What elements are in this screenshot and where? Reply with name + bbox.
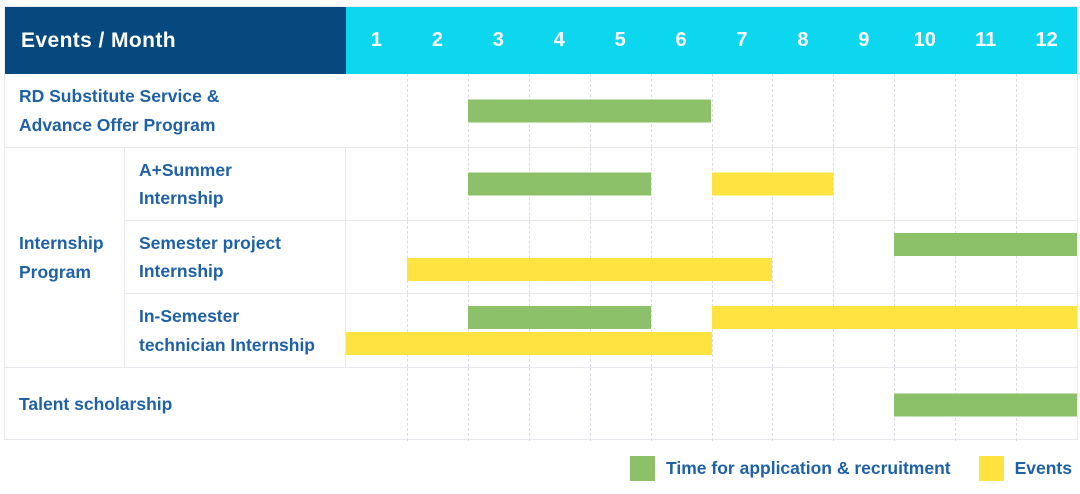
month-header-11: 11 [975, 29, 997, 51]
month-header-5: 5 [614, 29, 626, 51]
month-gridline [406, 221, 408, 293]
month-gridline [589, 368, 591, 441]
month-gridline [955, 294, 957, 367]
month-gridline [711, 221, 713, 293]
month-gridline [406, 74, 408, 147]
row-label-semester-project-internship: Semester project Internship [125, 221, 346, 294]
row-label-rd-substitute-service: RD Substitute Service & Advance Offer Pr… [5, 74, 346, 148]
month-gridline [772, 368, 774, 441]
month-gridline [467, 294, 469, 367]
row-label-in-semester-technician-internship: In-Semester technician Internship [125, 294, 346, 368]
month-gridline [711, 294, 713, 367]
month-gridline [1016, 74, 1018, 147]
gantt-bar-event [346, 332, 712, 355]
month-gridline [467, 368, 469, 441]
month-gridline [406, 368, 408, 441]
gantt-bar-application [894, 233, 1077, 256]
legend-swatch-application [630, 456, 656, 481]
month-gridline [1016, 294, 1018, 367]
month-gridline [467, 221, 469, 293]
month-header-6: 6 [675, 29, 687, 51]
month-gridline [711, 74, 713, 147]
gantt-bar-event [711, 306, 1077, 329]
month-header-12: 12 [1035, 29, 1058, 51]
month-gridline [650, 368, 652, 441]
gantt-row-talent-scholarship [346, 368, 1077, 441]
month-header-4: 4 [553, 29, 565, 51]
month-gridline [1016, 221, 1018, 293]
table-header-cell: Events / Month [5, 7, 346, 74]
month-header-9: 9 [858, 29, 870, 51]
row-label-talent-scholarship: Talent scholarship [19, 394, 173, 415]
month-header-strip: 1 2 3 4 5 6 7 8 9 10 11 12 [346, 7, 1077, 74]
schedule-table: Events / Month 1 2 3 4 5 6 7 8 9 10 11 12 RD Substi… [4, 6, 1078, 441]
month-gridline [955, 221, 957, 293]
month-gridline [528, 221, 530, 293]
legend: Time for application & recruitment Event… [630, 456, 1072, 481]
gantt-bar-application [467, 172, 651, 196]
gantt-bar-application [467, 306, 651, 329]
month-header-8: 8 [797, 29, 809, 51]
month-gridline [1016, 148, 1018, 220]
month-gridline [406, 148, 408, 220]
month-header-10: 10 [913, 29, 936, 51]
gantt-row-semester-project-internship [346, 221, 1077, 294]
month-gridline [406, 294, 408, 367]
row-group-internship-program: Internship Program [5, 148, 125, 368]
legend-label-event: Events [1014, 458, 1072, 478]
month-gridline [528, 368, 530, 441]
gantt-row-in-semester-technician-internship [346, 294, 1077, 368]
month-header-3: 3 [492, 29, 504, 51]
gantt-row-a-summer-internship [346, 148, 1077, 221]
month-gridline [772, 74, 774, 147]
gantt-row-rd-substitute-service [346, 74, 1077, 148]
month-gridline [772, 294, 774, 367]
month-gridline [833, 294, 835, 367]
month-gridline [894, 221, 896, 293]
month-gridline [833, 221, 835, 293]
month-gridline [650, 221, 652, 293]
month-gridline [772, 221, 774, 293]
month-gridline [833, 74, 835, 147]
month-gridline [528, 294, 530, 367]
gantt-bar-application [467, 99, 712, 122]
legend-swatch-event [978, 456, 1004, 481]
gantt-bar-application [894, 393, 1077, 416]
legend-label-application: Time for application & recruitment [666, 458, 951, 478]
month-header-7: 7 [736, 29, 748, 51]
month-gridline [833, 368, 835, 441]
month-header-1: 1 [370, 29, 383, 51]
month-gridline [894, 148, 896, 220]
month-header-2: 2 [431, 29, 443, 51]
month-gridline [955, 148, 957, 220]
row-label-a-summer-internship: A+Summer Internship [125, 148, 346, 221]
gantt-bar-event [406, 258, 773, 281]
month-gridline [589, 294, 591, 367]
month-gridline [894, 294, 896, 367]
month-gridline [955, 74, 957, 147]
page-title: Events / Month [21, 28, 176, 52]
month-gridline [650, 294, 652, 367]
month-gridline [711, 368, 713, 441]
month-gridline [894, 74, 896, 147]
month-gridline [589, 221, 591, 293]
gantt-bar-event [711, 172, 834, 196]
month-gridline [833, 148, 835, 220]
month-gridline [650, 148, 652, 220]
